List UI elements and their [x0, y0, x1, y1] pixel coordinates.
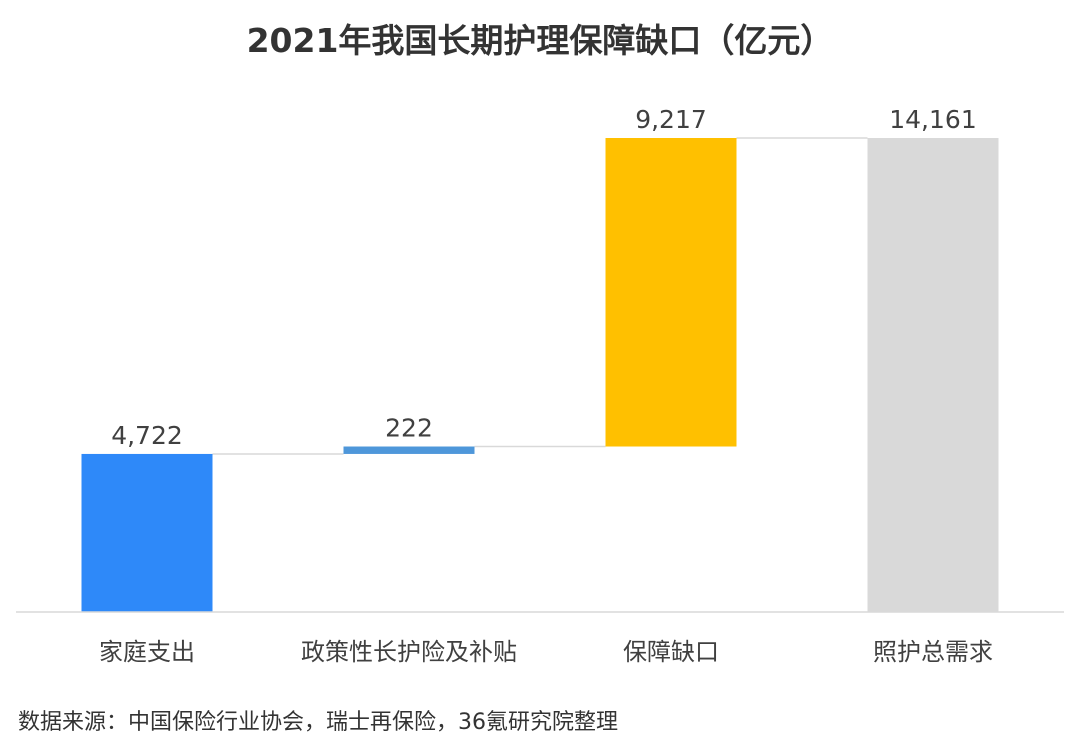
category-label-1: 家庭支出	[99, 638, 195, 666]
value-labels: 4,722 222 9,217 14,161	[111, 105, 977, 450]
value-label-3: 9,217	[635, 105, 707, 134]
value-label-1: 4,722	[111, 421, 183, 450]
value-label-2: 222	[385, 414, 433, 443]
category-label-3: 保障缺口	[623, 638, 719, 666]
value-label-4: 14,161	[889, 105, 976, 134]
category-labels: 家庭支出 政策性长护险及补贴 保障缺口 照护总需求	[99, 638, 993, 666]
bar-1	[81, 453, 213, 612]
chart-title: 2021年我国长期护理保障缺口（亿元）	[246, 21, 834, 60]
connector-lines	[212, 137, 868, 455]
bars	[81, 138, 999, 612]
data-source-note: 数据来源：中国保险行业协会，瑞士再保险，36氪研究院整理	[18, 710, 618, 735]
bar-4	[867, 138, 999, 612]
category-label-2: 政策性长护险及补贴	[301, 638, 517, 666]
bar-3	[605, 138, 737, 447]
bar-2	[343, 446, 475, 454]
category-label-4: 照护总需求	[873, 638, 993, 666]
